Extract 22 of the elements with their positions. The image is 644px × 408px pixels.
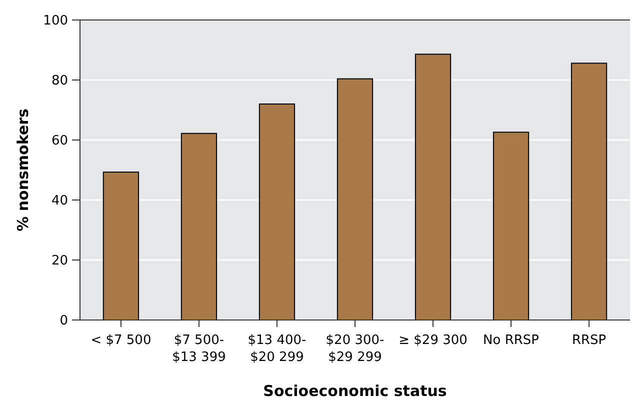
- x-tick-label: ≥ $29 300: [398, 333, 468, 348]
- y-tick-label: 80: [51, 74, 68, 89]
- y-axis-title: % nonsmokers: [14, 108, 32, 232]
- x-tick-label: $7 500- $13 399: [172, 333, 226, 365]
- y-tick-label: 20: [51, 254, 68, 269]
- x-tick-label: < $7 500: [90, 333, 152, 348]
- bar: [492, 132, 530, 320]
- y-tick-label: 0: [60, 314, 68, 329]
- x-tick-label: No RRSP: [483, 333, 540, 348]
- bar: [414, 54, 452, 320]
- x-axis-title: Socioeconomic status: [263, 382, 447, 400]
- bar: [570, 62, 608, 320]
- bar: [336, 78, 374, 320]
- x-tick-label: $20 300- $29 299: [326, 333, 385, 365]
- bar: [102, 172, 140, 320]
- y-tick-label: 40: [51, 194, 68, 209]
- bar: [258, 104, 296, 320]
- y-tick-label: 100: [43, 14, 68, 29]
- y-tick-label: 60: [51, 134, 68, 149]
- x-tick-label: $13 400- $20 299: [248, 333, 307, 365]
- bar: [180, 132, 218, 320]
- x-tick-label: RRSP: [572, 333, 606, 348]
